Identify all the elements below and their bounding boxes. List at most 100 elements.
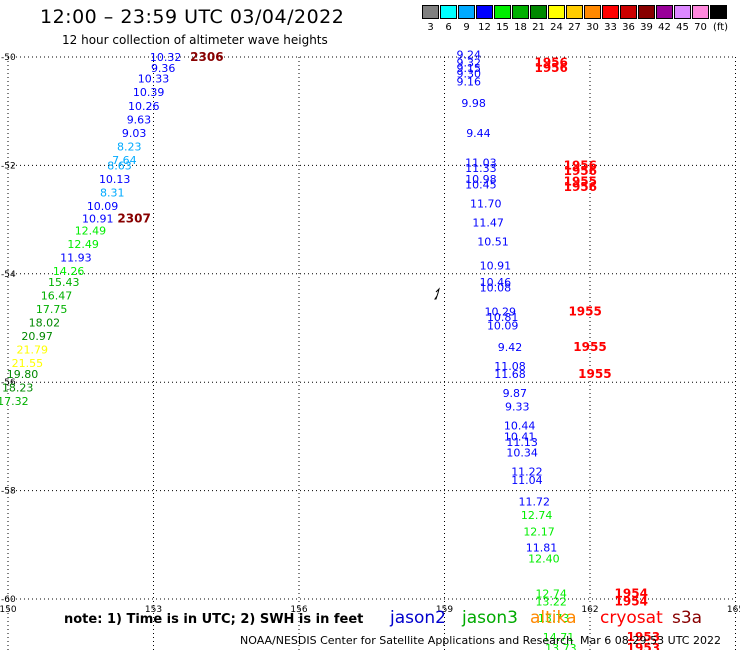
scale-label: 33 — [604, 22, 617, 33]
wave-height-label: 11.70 — [470, 197, 502, 210]
x-tick-label: 159 — [436, 605, 453, 615]
wave-height-label: 11.72 — [518, 495, 550, 508]
wave-height-label: 11.68 — [494, 368, 526, 381]
x-tick-label: 162 — [581, 605, 598, 615]
wave-height-label: 21.55 — [12, 357, 44, 370]
wave-height-label: 9.03 — [122, 127, 147, 140]
wave-height-label: 9.44 — [466, 127, 491, 140]
wave-height-label: 8.23 — [117, 140, 142, 153]
wave-height-label: 10.91 — [82, 213, 114, 226]
wave-height-label: 12.17 — [523, 525, 555, 538]
scale-label: 12 — [478, 22, 491, 33]
scale-swatch — [512, 5, 529, 19]
wave-height-label: 9.32 — [457, 56, 482, 69]
wave-height-label: 11.03 — [465, 157, 497, 170]
graticule — [7, 56, 736, 650]
pass-time-label: 1956 — [564, 158, 597, 172]
pass-time-label: 1955 — [578, 367, 611, 381]
wave-height-label: 18.02 — [29, 317, 61, 330]
wave-height-label: 12.74 — [521, 509, 553, 522]
wave-height-label: 9.87 — [503, 387, 528, 400]
legend-s3a: s3a — [672, 608, 703, 628]
pass-times: 2306230719561956195619561955195619551955… — [117, 50, 660, 650]
wave-height-label: 9.42 — [498, 341, 523, 354]
wave-height-label: 10.09 — [487, 319, 519, 332]
wave-height-label: 15.43 — [48, 276, 80, 289]
wave-height-label: 10.32 — [150, 51, 182, 64]
wave-height-label: 7.64 — [112, 154, 137, 167]
wave-height-label: 11.81 — [526, 542, 558, 555]
wave-height-label: 14.26 — [53, 265, 85, 278]
wave-height-label: 10.29 — [485, 306, 517, 319]
wave-height-label: 10.34 — [506, 447, 538, 460]
wave-height-label: 12.40 — [528, 552, 560, 565]
wave-height-label: 10.09 — [87, 200, 119, 213]
legend-cryosat: cryosat — [600, 608, 663, 628]
y-tick-label: -58 — [1, 487, 16, 497]
scale-swatch — [422, 5, 439, 19]
wave-height-label: 10.39 — [133, 86, 165, 99]
scale-label: (ft) — [712, 22, 729, 33]
pass-time-label: 1955 — [573, 340, 606, 354]
pass-time-label: 1953 — [627, 630, 660, 644]
scale-label: 3 — [427, 22, 434, 33]
wave-height-label: 11.33 — [465, 162, 497, 175]
scale-swatch — [548, 5, 565, 19]
wave-height-label: 11.13 — [506, 436, 538, 449]
wave-height-label: 17.75 — [36, 303, 68, 316]
coastline-mark — [434, 287, 440, 300]
generated-timestamp: Mar 6 08:29:53 UTC 2022 — [580, 634, 721, 647]
legend-altika: altika — [530, 608, 577, 628]
wave-height-label: 10.81 — [487, 311, 519, 324]
pass-time-label: 1956 — [534, 55, 567, 69]
pass-time-label: 1956 — [564, 164, 597, 178]
scale-label: 21 — [532, 22, 545, 33]
y-tick-label: -50 — [1, 53, 16, 63]
wave-height-label: 12.74 — [535, 588, 567, 601]
x-tick-label: 156 — [290, 605, 307, 615]
scale-swatch — [656, 5, 673, 19]
wave-height-label: 10.91 — [480, 260, 512, 273]
wave-height-label: 9.30 — [457, 67, 482, 80]
wave-height-label: 12.49 — [75, 224, 107, 237]
wave-height-label: 10.44 — [504, 420, 536, 433]
scale-label: 42 — [658, 22, 671, 33]
y-tick-label: -54 — [1, 270, 16, 280]
scale-swatch — [530, 5, 547, 19]
x-tick-label: 153 — [145, 605, 162, 615]
wave-height-label: 9.98 — [461, 97, 486, 110]
wave-height-label: 10.45 — [465, 178, 497, 191]
scale-swatch — [494, 5, 511, 19]
scale-swatch — [638, 5, 655, 19]
scale-label: 30 — [586, 22, 599, 33]
wave-height-label: 10.33 — [138, 73, 170, 86]
wave-height-label: 9.16 — [457, 75, 482, 88]
scale-label: 18 — [514, 22, 527, 33]
scale-swatch — [710, 5, 727, 19]
wave-height-label: 13.73 — [545, 642, 577, 650]
wave-height-label: 20.97 — [21, 330, 53, 343]
pass-time-label: 2307 — [117, 212, 150, 226]
scale-label: 24 — [550, 22, 563, 33]
pass-time-label: 1955 — [568, 305, 601, 319]
wave-height-label: 10.51 — [477, 235, 509, 248]
wave-height-label: 11.08 — [494, 360, 526, 373]
wave-height-label: 10.46 — [480, 276, 512, 289]
scale-swatch — [584, 5, 601, 19]
wave-height-label: 9.63 — [127, 113, 152, 126]
pass-time-label: 2306 — [190, 50, 223, 64]
wave-height-label: 14.71 — [543, 631, 575, 644]
wave-height-label: 11.47 — [472, 216, 504, 229]
scale-label: 15 — [496, 22, 509, 33]
scale-label: 36 — [622, 22, 635, 33]
wave-height-label: 10.26 — [128, 100, 160, 113]
y-tick-label: -60 — [1, 595, 16, 605]
wave-height-label: 13.73 — [538, 612, 570, 625]
wave-height-label: 16.47 — [41, 289, 73, 302]
wave-heights: 10.329.3610.3310.3910.269.639.038.237.64… — [0, 48, 577, 650]
pass-time-label: 1955 — [564, 175, 597, 189]
legend-jason2: jason2 — [390, 608, 446, 628]
wave-height-label: 9.36 — [151, 62, 176, 75]
y-tick-label: -56 — [1, 378, 16, 388]
wave-height-label: 9.15 — [457, 62, 482, 75]
